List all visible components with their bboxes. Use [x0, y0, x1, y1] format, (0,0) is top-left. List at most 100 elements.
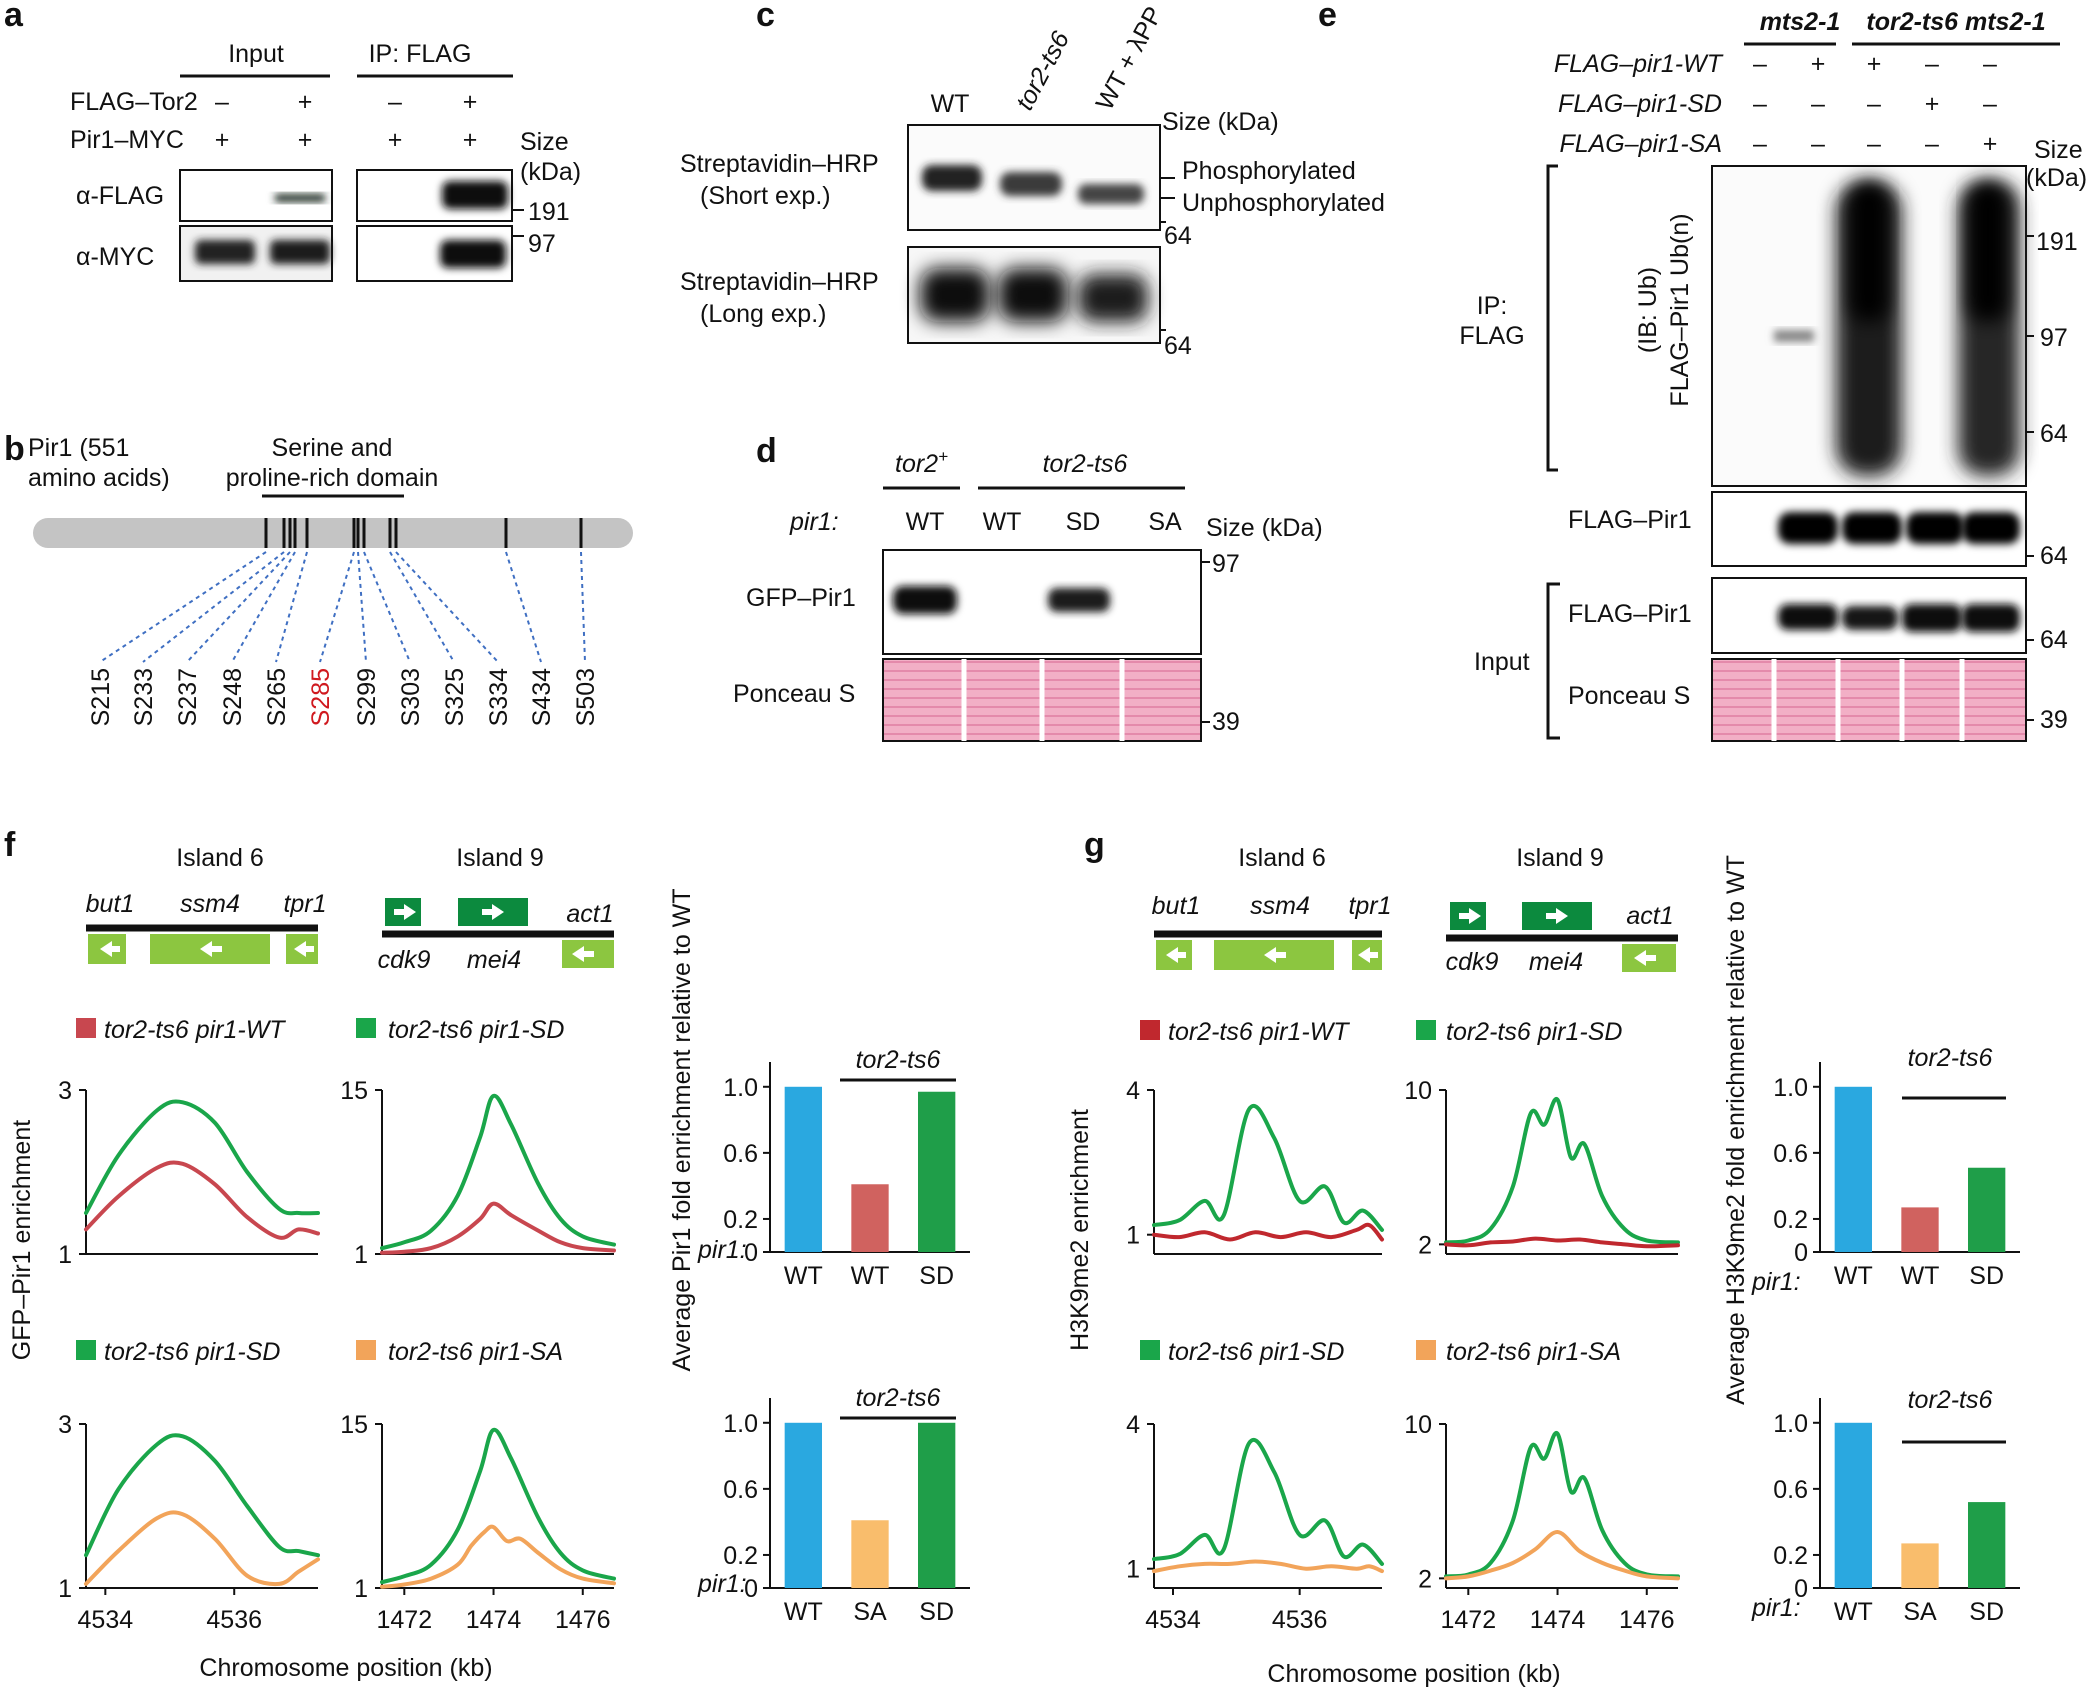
series-line-tor2-ts6-pir1-SD — [1444, 1431, 1680, 1579]
mark: + — [215, 126, 230, 154]
gene-label: ssm4 — [1250, 892, 1310, 920]
strain-tor2: tor2 — [895, 450, 938, 478]
panel-f: f Island 6 Island 9 but1 ssm4 tpr1 act1 … — [4, 826, 956, 1682]
mark: – — [1867, 90, 1881, 118]
y-tick-label: 1 — [354, 1575, 368, 1603]
x-tick-label: 1472 — [1440, 1606, 1496, 1634]
y-tick-label: 3 — [58, 1077, 72, 1105]
bar — [851, 1520, 889, 1588]
chart-g-bar-top: 0 0.2 0.6 1.0 WT WT SD — [1773, 1062, 2020, 1290]
bar — [1901, 1207, 1939, 1252]
mark: + — [1867, 50, 1882, 78]
legend-f-top: tor2-ts6 pir1-WT tor2-ts6 pir1-SD — [76, 1016, 564, 1044]
site-connector — [580, 551, 586, 663]
gfp-pir1-label: GFP–Pir1 — [746, 584, 856, 612]
site-connector — [505, 551, 542, 663]
y-tick-label: 0 — [744, 1575, 758, 1603]
ib-label-2: FLAG–Pir1 Ub(n) — [1666, 213, 1694, 406]
legend-f-bottom: tor2-ts6 pir1-SD tor2-ts6 pir1-SA — [76, 1338, 563, 1366]
ib-label: (IB: Ub) — [1634, 267, 1662, 353]
gene-label: act1 — [1626, 902, 1673, 930]
panel-g: g Island 6 Island 9 but1 ssm4 tpr1 act1 … — [1066, 826, 2006, 1688]
marker-97: 97 — [528, 230, 556, 258]
x-axis-label: Chromosome position (kb) — [1267, 1660, 1560, 1688]
band — [1778, 604, 1838, 630]
strain-sup: + — [938, 447, 948, 466]
bar-strain-label: tor2-ts6 — [1908, 1386, 1993, 1414]
legend-label: tor2-ts6 pir1-SD — [388, 1016, 564, 1044]
site-connector — [142, 551, 285, 663]
gene-label: but1 — [1152, 892, 1201, 920]
chart-g-bot-i6: 1 4 4534 4536 — [1126, 1411, 1384, 1634]
pir1-label: pir1: — [1751, 1594, 1801, 1622]
x-tick-label: 1474 — [1530, 1606, 1586, 1634]
y-tick-label: 10 — [1404, 1411, 1432, 1439]
series-line-tor2-ts6-pir1-SD — [84, 1433, 320, 1558]
panel-letter-c: c — [756, 0, 775, 34]
arrow-left-icon — [294, 941, 314, 957]
arrow-left-icon — [1264, 947, 1286, 963]
y-tick-label: 1.0 — [1773, 1410, 1808, 1438]
gene-label: tpr1 — [283, 890, 326, 918]
protein-length: amino acids) — [28, 464, 170, 492]
mark: + — [463, 88, 478, 116]
band — [1048, 588, 1110, 612]
phospho-sites: S215 S233 S237 S248 S265 S285 S299 S303 S325 S334… — [87, 518, 600, 726]
flag-tor2-label: FLAG–Tor2 — [70, 88, 198, 116]
flag-pir1-input: FLAG–Pir1 — [1568, 600, 1692, 628]
mark: + — [388, 126, 403, 154]
panel-letter-a: a — [4, 0, 24, 34]
band — [1902, 604, 1962, 632]
domain-subtitle: proline-rich domain — [226, 464, 439, 492]
strain-tor2-plus: tor2+ — [895, 447, 948, 478]
gene-map-island9: act1 cdk9 mei4 — [1446, 902, 1678, 976]
site-connector — [275, 551, 308, 663]
legend-label: tor2-ts6 pir1-SD — [1168, 1338, 1344, 1366]
series-line-tor2-ts6-pir1-SA — [1444, 1530, 1680, 1581]
smear — [1850, 182, 1888, 322]
bar-category-label: SD — [919, 1262, 954, 1290]
pir1-protein-bar — [33, 518, 633, 548]
legend-label: tor2-ts6 pir1-SD — [104, 1338, 280, 1366]
x-tick-label: 4534 — [78, 1606, 134, 1634]
panel-d: d tor2+ tor2-ts6 pir1: WT WT SD SA Size … — [733, 432, 1323, 742]
lane-label: WT — [983, 508, 1022, 536]
site-label: S303 — [397, 668, 425, 726]
marker: 64 — [2040, 420, 2068, 448]
site-label: S434 — [528, 668, 556, 726]
site-label: S299 — [353, 668, 381, 726]
pir1-label: pir1: — [697, 1236, 747, 1264]
site-connector — [389, 551, 455, 663]
pir1-label: pir1: — [789, 508, 839, 536]
band — [270, 240, 330, 264]
alpha-myc-label: α-MYC — [76, 243, 154, 271]
bar-category-label: SD — [919, 1598, 954, 1626]
blot-e-ponceau — [1711, 658, 2027, 742]
gene-label: mei4 — [467, 946, 521, 974]
legend-swatch — [1416, 1020, 1436, 1040]
series-line-tor2-ts6-pir1-SD — [1152, 1438, 1384, 1566]
bar-category-label: SD — [1969, 1598, 2004, 1626]
mark: – — [1983, 50, 1997, 78]
chart-g-top-i6: 14 — [1126, 1077, 1384, 1255]
band — [998, 268, 1068, 322]
marker: 39 — [2040, 706, 2068, 734]
bar-strain-label: tor2-ts6 — [856, 1046, 941, 1074]
series-line-tor2-ts6-pir1-WT — [380, 1201, 616, 1255]
marker-64: 64 — [1164, 332, 1192, 360]
arrow-right-icon — [394, 904, 416, 920]
legend-g-bottom: tor2-ts6 pir1-SD tor2-ts6 pir1-SA — [1140, 1338, 1621, 1366]
bar-category-label: SA — [1903, 1598, 1937, 1626]
site-label: S265 — [263, 668, 291, 726]
bar — [1834, 1422, 1872, 1588]
x-tick-label: 1472 — [376, 1606, 432, 1634]
series-line-tor2-ts6-pir1-SA — [1152, 1559, 1384, 1574]
y-tick-label: 0.6 — [1773, 1140, 1808, 1168]
site-connector — [363, 551, 411, 663]
pir1-label: pir1: — [697, 1570, 747, 1598]
y-tick-label: 4 — [1126, 1077, 1140, 1105]
bar-category-label: WT — [1834, 1598, 1873, 1626]
legend-swatch — [1140, 1340, 1160, 1360]
protein-name: Pir1 (551 — [28, 434, 129, 462]
